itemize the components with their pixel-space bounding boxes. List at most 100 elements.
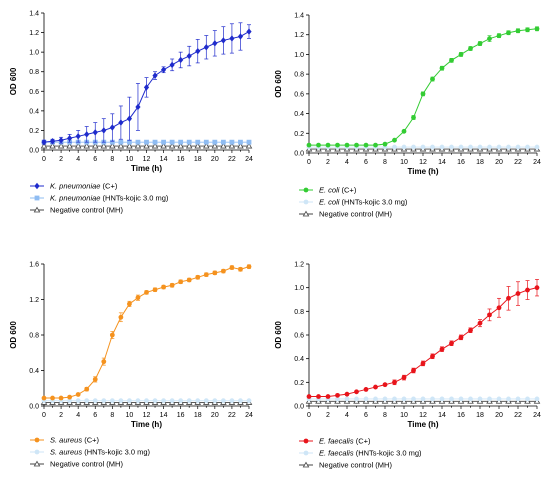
legend-marker (302, 461, 310, 468)
data-point (468, 46, 473, 51)
data-point (67, 398, 73, 404)
data-point (74, 142, 82, 149)
data-point (212, 40, 218, 47)
data-point (506, 30, 511, 36)
x-tick-label: 4 (345, 159, 349, 166)
data-point (411, 115, 416, 120)
legend-condition: Negative control (MH) (50, 460, 123, 469)
legend-entry-1: S. aureus (C+) (30, 436, 99, 445)
legend-species: K. pneumoniae (50, 194, 100, 203)
data-point (66, 142, 73, 149)
data-point (75, 398, 81, 404)
data-point (41, 138, 47, 146)
legend-condition: Negative control (MH) (319, 461, 392, 470)
data-point (458, 52, 464, 57)
data-point (152, 72, 158, 79)
data-point (316, 394, 321, 399)
data-point (449, 396, 454, 402)
data-point (237, 142, 244, 149)
x-tick-label: 2 (326, 159, 330, 166)
data-point (229, 265, 235, 270)
y-tick-label: 0.8 (294, 309, 304, 316)
data-point (203, 142, 210, 149)
legend-species: E. faecalis (319, 437, 354, 446)
data-point (382, 382, 388, 388)
data-point (109, 124, 115, 131)
x-tick-label: 24 (245, 156, 253, 163)
data-point (194, 142, 202, 149)
data-point (238, 266, 243, 272)
legend-label: S. aureus (C+) (50, 436, 99, 445)
data-point (392, 396, 397, 402)
x-tick-label: 8 (110, 156, 114, 163)
legend-species: E. coli (319, 198, 340, 207)
data-point (534, 285, 540, 291)
data-point (195, 47, 201, 55)
legend-marker (303, 438, 309, 444)
data-point (439, 65, 445, 71)
data-point (127, 301, 132, 307)
y-tick-label: 0.0 (29, 404, 39, 411)
y-tick-label: 0.8 (29, 333, 39, 340)
data-point (195, 139, 201, 145)
series-line (309, 28, 538, 146)
data-point (316, 142, 321, 148)
data-point (75, 392, 81, 397)
y-tick-label: 1.2 (29, 30, 39, 37)
data-point (160, 142, 167, 149)
x-tick-label: 4 (76, 156, 80, 163)
data-point (245, 142, 253, 149)
legend-marker (34, 182, 40, 190)
x-tick-label: 0 (307, 159, 311, 166)
data-point (344, 396, 350, 402)
x-tick-label: 18 (476, 159, 484, 166)
data-point (169, 61, 175, 69)
data-point (118, 119, 124, 126)
data-point (525, 144, 530, 150)
data-point (335, 392, 340, 398)
data-point (363, 396, 369, 402)
data-point (109, 332, 115, 338)
y-axis-label: OD 600 (9, 67, 18, 95)
data-point (325, 394, 331, 399)
x-tick-label: 20 (211, 156, 219, 163)
x-tick-label: 12 (143, 412, 151, 419)
y-tick-label: 0.8 (294, 72, 304, 79)
data-point (534, 396, 540, 402)
data-point (144, 398, 149, 404)
x-tick-label: 16 (177, 156, 185, 163)
series-2 (41, 398, 252, 404)
data-point (58, 395, 64, 401)
x-tick-label: 22 (514, 159, 522, 166)
data-point (458, 144, 464, 150)
legend-condition: (HNTs-kojic 3.0 mg) (354, 449, 422, 458)
data-point (246, 264, 252, 270)
x-tick-label: 12 (419, 159, 427, 166)
legend-condition: (C+) (100, 182, 117, 191)
legend-entry-1: K. pneumoniae (C+) (30, 182, 118, 191)
data-point (127, 398, 132, 404)
data-point (84, 131, 90, 138)
data-point (92, 398, 98, 404)
data-point (135, 295, 141, 301)
data-point (420, 396, 426, 402)
data-point (144, 290, 149, 295)
data-point (178, 398, 184, 404)
data-point (195, 274, 201, 280)
y-tick-label: 1.4 (29, 11, 39, 18)
legend-marker (303, 199, 309, 205)
legend-label: Negative control (MH) (50, 206, 123, 215)
data-point (344, 142, 350, 148)
y-tick-label: 0.4 (29, 368, 39, 375)
y-tick-label: 0.2 (294, 380, 304, 387)
data-point (496, 305, 502, 311)
data-point (186, 52, 192, 60)
data-point (392, 144, 397, 150)
data-point (477, 320, 483, 326)
data-point (169, 398, 175, 404)
data-point (401, 128, 407, 134)
data-point (458, 334, 464, 340)
data-point (487, 36, 492, 42)
legend-marker (303, 187, 309, 193)
data-point (534, 26, 540, 32)
